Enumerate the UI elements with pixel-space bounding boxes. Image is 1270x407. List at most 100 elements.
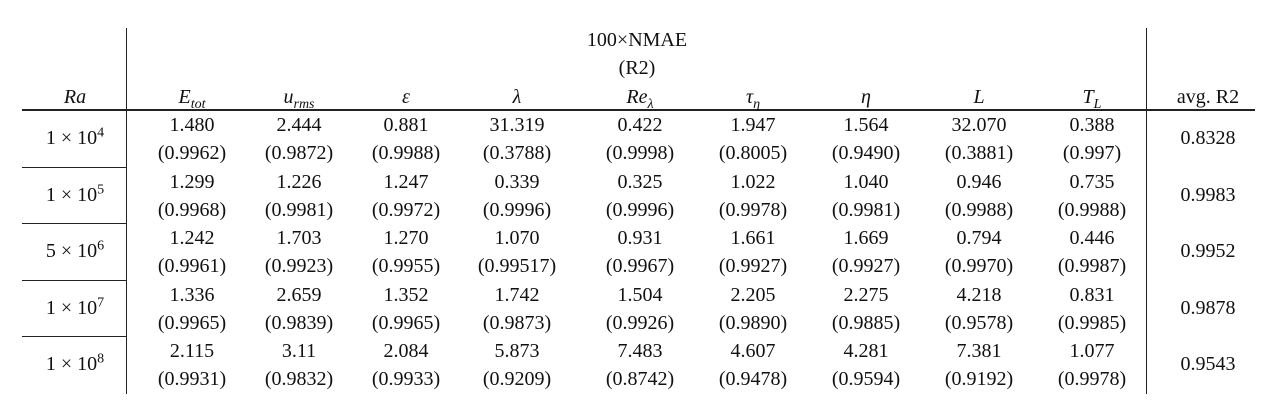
subscript: η [753,97,761,112]
cell-r2: (0.9978) [718,198,788,221]
cell-value: 0.422 [617,114,663,136]
cell-r2: (0.9998) [605,142,675,164]
cell-value: 0.881 [383,114,429,136]
subscript: L [1093,97,1102,112]
rule [22,109,1255,111]
cell-r2: (0.9996) [605,198,675,221]
cell-value: 1.022 [730,170,776,193]
cell-r2: (0.9926) [605,311,675,334]
ra-value: 1 × 104 [45,126,104,149]
cell-value: 4.218 [956,283,1002,306]
symbol: λ [512,86,522,108]
cell-value: 1.480 [169,114,215,136]
cell-value: 32.070 [951,114,1007,136]
cell-value: 1.947 [730,114,776,136]
column-header: η [861,87,871,107]
cell-r2: (0.3881) [944,142,1014,164]
cell-r2: (0.9988) [944,198,1014,221]
cell-r2: (0.9923) [264,255,334,277]
cell-r2: (0.9478) [718,368,788,390]
ra-value: 1 × 107 [45,294,105,319]
row-rule [22,223,126,224]
cell-value: 0.325 [617,170,663,193]
cell-r2: (0.9885) [831,311,901,334]
cell-r2: (0.9873) [482,311,552,334]
cell-value: 7.381 [956,340,1002,362]
cell-r2: (0.9988) [371,142,441,164]
avg-label: avg. R2 [1176,86,1240,108]
cell-r2: (0.9981) [831,198,901,221]
cell-r2: (0.9955) [371,255,441,277]
cell-value: 4.281 [843,340,889,362]
cell-value: 0.831 [1069,283,1115,306]
ra-value: 1 × 108 [46,352,104,374]
cell-r2: (0.99517) [477,255,557,277]
avg-value: 0.9983 [1180,183,1236,206]
cell-r2: (0.9988) [1057,198,1127,221]
cell-value: 5.873 [494,340,540,362]
symbol: T [1082,86,1094,108]
cell-r2: (0.9927) [718,255,788,277]
cell-value: 4.607 [730,340,776,362]
cell-value: 0.946 [956,170,1002,193]
cell-r2: (0.9578) [944,311,1014,334]
cell-value: 1.247 [383,170,429,193]
cell-value: 0.735 [1069,170,1115,193]
cell-r2: (0.9872) [264,142,334,164]
cell-r2: (0.9981) [264,198,334,221]
cell-r2: (0.9209) [482,368,552,390]
ra-base: 1 × 10 [45,127,98,149]
cell-value: 1.703 [276,227,322,249]
cell-r2: (0.9931) [157,368,227,390]
cell-r2: (0.9968) [157,198,227,221]
cell-r2: (0.9987) [1057,255,1127,277]
symbol: η [861,86,871,108]
cell-value: 1.352 [383,283,429,306]
cell-r2: (0.9962) [157,142,227,164]
ra-exponent: 5 [97,181,105,197]
cell-r2: (0.9927) [831,255,901,277]
symbol: ε [402,86,410,108]
ra-exponent: 7 [97,294,105,310]
cell-value: 1.336 [169,283,215,306]
cell-value: 1.504 [617,283,663,306]
cell-value: 1.564 [843,114,889,136]
cell-value: 1.077 [1069,340,1115,362]
ra-base: 1 × 10 [45,296,98,319]
cell-r2: (0.9839) [264,311,334,334]
subscript: tot [190,97,206,112]
cell-value: 0.446 [1069,227,1115,249]
cell-value: 0.339 [494,170,540,193]
cell-r2: (0.9832) [264,368,334,390]
column-header: urms [283,87,314,112]
cell-value: 2.444 [276,114,322,136]
avg-value: 0.9543 [1180,353,1236,375]
cell-r2: (0.9965) [157,311,227,334]
cell-r2: (0.8742) [605,368,675,390]
rule [1146,28,1147,394]
avg-value: 0.8328 [1180,127,1236,149]
column-header: Etot [178,86,206,112]
cell-r2: (0.9594) [831,368,901,390]
cell-value: 0.931 [617,227,663,249]
symbol: τ [745,86,754,108]
cell-r2: (0.9970) [944,255,1014,277]
cell-value: 31.319 [489,114,545,136]
rule [126,28,127,394]
cell-value: 2.275 [843,283,889,306]
cell-value: 1.242 [169,227,215,249]
column-header: τη [745,86,760,112]
cell-r2: (0.8005) [718,142,788,164]
cell-value: 1.669 [843,227,889,249]
cell-r2: (0.9192) [944,368,1014,390]
avg-value: 0.9878 [1180,296,1236,319]
column-header: TL [1082,86,1102,112]
cell-value: 1.226 [276,170,322,193]
subscript: λ [647,97,654,112]
group-title: 100×NMAE [586,29,688,51]
symbol: Re [626,86,648,108]
cell-r2: (0.9978) [1057,368,1127,390]
symbol: E [178,86,191,108]
cell-r2: (0.9961) [157,255,227,277]
